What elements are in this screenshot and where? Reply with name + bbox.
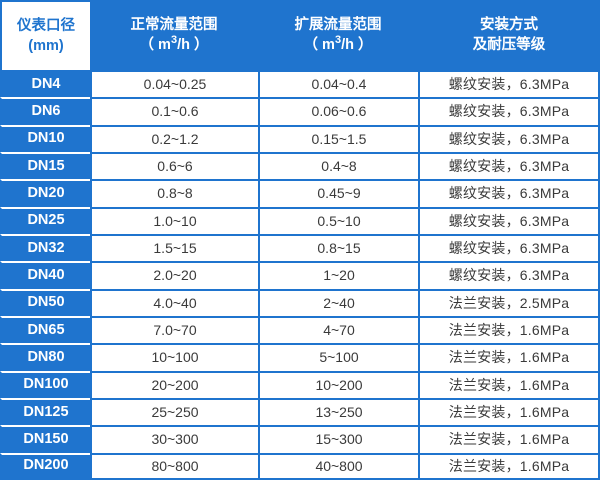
unit-prefix: （ m xyxy=(139,37,171,53)
cell-diameter: DN65 xyxy=(0,315,90,344)
cell-normal-flow: 1.0~10 xyxy=(90,206,258,234)
cell-normal-flow: 4.0~40 xyxy=(90,288,258,316)
cell-normal-flow: 25~250 xyxy=(90,397,258,426)
table-row: DN4 0.04~0.25 0.04~0.4 螺纹安装，6.3MPa xyxy=(0,70,600,98)
column-header-normal-flow-unit: （ m3/h ） xyxy=(92,35,256,55)
unit-suffix: /h ） xyxy=(341,37,373,53)
cell-extended-flow: 0.04~0.4 xyxy=(258,70,418,98)
cell-extended-flow: 2~40 xyxy=(258,288,418,316)
unit-superscript: 3 xyxy=(334,34,342,47)
cell-installation: 螺纹安装，6.3MPa xyxy=(418,124,600,152)
column-header-diameter: 仪表口径 (mm) xyxy=(0,0,90,70)
table-row: DN25 1.0~10 0.5~10 螺纹安装，6.3MPa xyxy=(0,206,600,234)
column-header-extended-flow-title: 扩展流量范围 xyxy=(294,17,382,33)
cell-diameter: DN20 xyxy=(0,179,90,207)
cell-extended-flow: 4~70 xyxy=(258,315,418,344)
table-row: DN125 25~250 13~250 法兰安装，1.6MPa xyxy=(0,397,600,426)
column-header-installation-subtitle: 及耐压等级 xyxy=(472,37,546,53)
table-header-row: 仪表口径 (mm) 正常流量范围 （ m3/h ） 扩展流量范围 （ m3/h … xyxy=(0,0,600,70)
cell-diameter: DN200 xyxy=(0,452,90,480)
table-row: DN40 2.0~20 1~20 螺纹安装，6.3MPa xyxy=(0,261,600,289)
cell-extended-flow: 0.8~15 xyxy=(258,233,418,262)
table-row: DN20 0.8~8 0.45~9 螺纹安装，6.3MPa xyxy=(0,179,600,207)
column-header-extended-flow-unit: （ m3/h ） xyxy=(260,35,416,55)
cell-installation: 法兰安装，1.6MPa xyxy=(418,315,600,344)
cell-installation: 螺纹安装，6.3MPa xyxy=(418,233,600,262)
column-header-installation-title: 安装方式 xyxy=(480,17,538,33)
cell-normal-flow: 0.2~1.2 xyxy=(90,124,258,152)
cell-diameter: DN10 xyxy=(0,124,90,152)
cell-extended-flow: 0.15~1.5 xyxy=(258,124,418,152)
table-row: DN15 0.6~6 0.4~8 螺纹安装，6.3MPa xyxy=(0,151,600,180)
table-row: DN32 1.5~15 0.8~15 螺纹安装，6.3MPa xyxy=(0,233,600,262)
cell-normal-flow: 2.0~20 xyxy=(90,261,258,289)
cell-diameter: DN50 xyxy=(0,288,90,316)
cell-diameter: DN150 xyxy=(0,425,90,453)
cell-extended-flow: 1~20 xyxy=(258,261,418,289)
table-row: DN10 0.2~1.2 0.15~1.5 螺纹安装，6.3MPa xyxy=(0,124,600,152)
table-body: DN4 0.04~0.25 0.04~0.4 螺纹安装，6.3MPa DN6 0.1~0.… xyxy=(0,70,600,480)
column-header-diameter-unit: (mm) xyxy=(28,38,64,54)
cell-installation: 螺纹安装，6.3MPa xyxy=(418,70,600,98)
unit-suffix: /h ） xyxy=(177,37,209,53)
cell-normal-flow: 10~100 xyxy=(90,343,258,371)
unit-superscript: 3 xyxy=(170,34,178,47)
cell-installation: 法兰安装，1.6MPa xyxy=(418,397,600,426)
cell-installation: 螺纹安装，6.3MPa xyxy=(418,151,600,180)
cell-diameter: DN32 xyxy=(0,233,90,262)
column-header-extended-flow: 扩展流量范围 （ m3/h ） xyxy=(258,0,418,70)
table-row: DN50 4.0~40 2~40 法兰安装，2.5MPa xyxy=(0,288,600,316)
cell-normal-flow: 0.6~6 xyxy=(90,151,258,180)
cell-extended-flow: 13~250 xyxy=(258,397,418,426)
cell-installation: 法兰安装，1.6MPa xyxy=(418,452,600,480)
unit-prefix: （ m xyxy=(303,37,335,53)
cell-diameter: DN125 xyxy=(0,397,90,426)
cell-installation: 螺纹安装，6.3MPa xyxy=(418,97,600,125)
table-row: DN150 30~300 15~300 法兰安装，1.6MPa xyxy=(0,425,600,453)
cell-normal-flow: 0.04~0.25 xyxy=(90,70,258,98)
cell-diameter: DN15 xyxy=(0,151,90,180)
cell-diameter: DN6 xyxy=(0,97,90,125)
cell-normal-flow: 20~200 xyxy=(90,370,258,398)
cell-extended-flow: 0.4~8 xyxy=(258,151,418,180)
cell-extended-flow: 5~100 xyxy=(258,343,418,371)
column-header-normal-flow: 正常流量范围 （ m3/h ） xyxy=(90,0,258,70)
cell-diameter: DN80 xyxy=(0,343,90,371)
cell-extended-flow: 0.5~10 xyxy=(258,206,418,234)
column-header-normal-flow-title: 正常流量范围 xyxy=(130,17,218,33)
cell-normal-flow: 7.0~70 xyxy=(90,315,258,344)
cell-installation: 螺纹安装，6.3MPa xyxy=(418,179,600,207)
cell-extended-flow: 10~200 xyxy=(258,370,418,398)
cell-installation: 螺纹安装，6.3MPa xyxy=(418,206,600,234)
cell-installation: 法兰安装，1.6MPa xyxy=(418,370,600,398)
cell-normal-flow: 80~800 xyxy=(90,452,258,480)
cell-diameter: DN25 xyxy=(0,206,90,234)
cell-installation: 法兰安装，2.5MPa xyxy=(418,288,600,316)
column-header-diameter-title: 仪表口径 xyxy=(17,18,75,34)
cell-diameter: DN40 xyxy=(0,261,90,289)
cell-normal-flow: 30~300 xyxy=(90,425,258,453)
cell-diameter: DN100 xyxy=(0,370,90,398)
cell-installation: 法兰安装，1.6MPa xyxy=(418,343,600,371)
cell-normal-flow: 1.5~15 xyxy=(90,233,258,262)
column-header-installation: 安装方式 及耐压等级 xyxy=(418,0,600,70)
cell-installation: 法兰安装，1.6MPa xyxy=(418,425,600,453)
cell-installation: 螺纹安装，6.3MPa xyxy=(418,261,600,289)
table-row: DN6 0.1~0.6 0.06~0.6 螺纹安装，6.3MPa xyxy=(0,97,600,125)
cell-normal-flow: 0.1~0.6 xyxy=(90,97,258,125)
table-row: DN200 80~800 40~800 法兰安装，1.6MPa xyxy=(0,452,600,480)
cell-normal-flow: 0.8~8 xyxy=(90,179,258,207)
cell-extended-flow: 40~800 xyxy=(258,452,418,480)
cell-extended-flow: 15~300 xyxy=(258,425,418,453)
cell-diameter: DN4 xyxy=(0,70,90,98)
cell-extended-flow: 0.06~0.6 xyxy=(258,97,418,125)
table-row: DN65 7.0~70 4~70 法兰安装，1.6MPa xyxy=(0,315,600,344)
table-row: DN80 10~100 5~100 法兰安装，1.6MPa xyxy=(0,343,600,371)
table-row: DN100 20~200 10~200 法兰安装，1.6MPa xyxy=(0,370,600,398)
table-header: 仪表口径 (mm) 正常流量范围 （ m3/h ） 扩展流量范围 （ m3/h … xyxy=(0,0,600,70)
cell-extended-flow: 0.45~9 xyxy=(258,179,418,207)
